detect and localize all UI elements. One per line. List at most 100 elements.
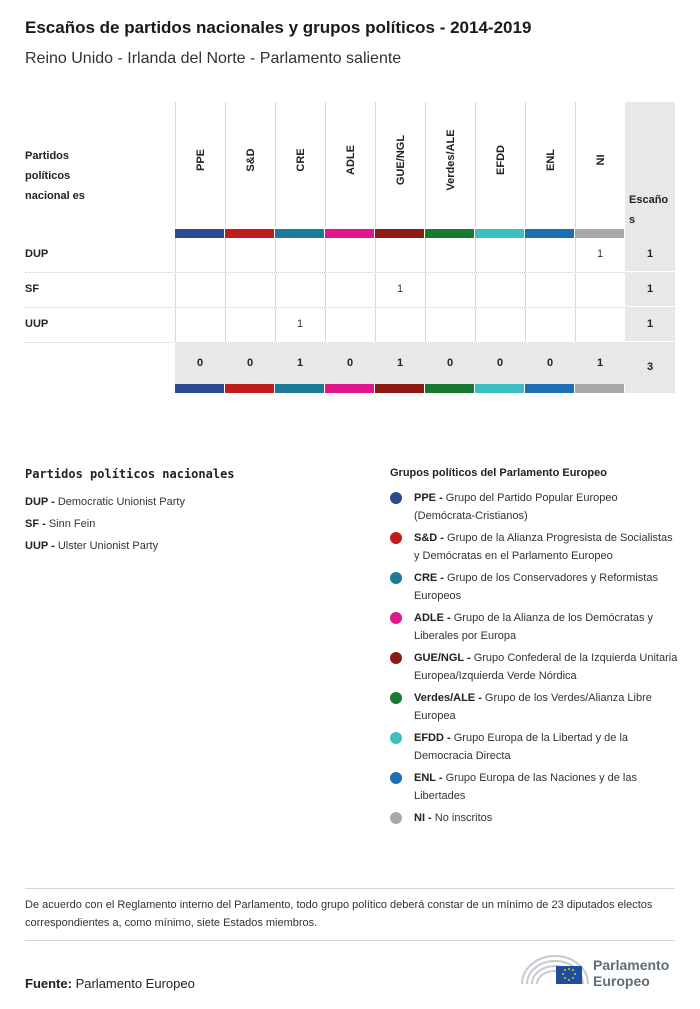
group-color-bar bbox=[175, 229, 224, 238]
group-column-header: PPE bbox=[175, 102, 225, 227]
legend-item: EFDD - Grupo Europa de la Libertad y de … bbox=[390, 729, 680, 765]
legend-item: UUP - Ulster Unionist Party bbox=[25, 535, 355, 557]
logo-text-line1: Parlamento bbox=[593, 957, 670, 973]
seat-count-cell: 1 bbox=[596, 248, 604, 260]
group-total-value: 0 bbox=[496, 357, 504, 369]
legend-name: Grupo de la Alianza Progresista de Socia… bbox=[414, 532, 673, 562]
table-body: DUP 1 1 SF 1 1 UUP 1 1 bbox=[25, 238, 675, 343]
group-color-bar bbox=[425, 229, 474, 238]
legend-abbr: SF - bbox=[25, 518, 46, 530]
legend-abbr: NI - bbox=[414, 812, 432, 824]
group-color-bar bbox=[175, 384, 224, 393]
column-divider bbox=[475, 273, 476, 307]
column-divider bbox=[175, 238, 176, 272]
group-column-header: ADLE bbox=[325, 102, 375, 227]
divider bbox=[25, 940, 675, 941]
group-color-bar bbox=[425, 384, 474, 393]
column-divider bbox=[325, 308, 326, 342]
row-seats-value: 1 bbox=[646, 318, 654, 330]
group-color-bar bbox=[575, 229, 624, 238]
group-column-label: NI bbox=[594, 154, 607, 166]
totals-row: 3 0 0 1 0 1 0 0 0 1 bbox=[25, 343, 675, 393]
legend-name: Grupo de los Conservadores y Reformistas… bbox=[414, 572, 658, 602]
party-label: DUP bbox=[25, 248, 49, 260]
group-column-label: PPE bbox=[194, 148, 207, 172]
column-divider bbox=[225, 238, 226, 272]
group-color-bar bbox=[525, 384, 574, 393]
color-dot-icon bbox=[390, 612, 402, 624]
column-divider bbox=[375, 308, 376, 342]
color-dot-icon bbox=[390, 732, 402, 744]
legend-item: PPE - Grupo del Partido Popular Europeo … bbox=[390, 489, 680, 525]
group-total-value: 0 bbox=[196, 357, 204, 369]
color-dot-icon bbox=[390, 492, 402, 504]
column-divider bbox=[575, 238, 576, 272]
row-seats-value: 1 bbox=[646, 248, 654, 260]
legend-name: Sinn Fein bbox=[48, 518, 96, 530]
legend-abbr: ENL - bbox=[414, 772, 443, 784]
groups-legend: Grupos políticos del Parlamento Europeo … bbox=[390, 467, 680, 831]
column-divider bbox=[425, 238, 426, 272]
group-color-bar bbox=[275, 384, 324, 393]
seat-count-cell: 1 bbox=[296, 318, 304, 330]
party-label: SF bbox=[25, 283, 40, 295]
total-seats-value: 3 bbox=[646, 361, 654, 373]
group-total-value: 0 bbox=[246, 357, 254, 369]
group-color-bar bbox=[525, 229, 574, 238]
column-divider bbox=[375, 273, 376, 307]
group-total-value: 1 bbox=[296, 357, 304, 369]
column-divider bbox=[275, 238, 276, 272]
color-dot-icon bbox=[390, 532, 402, 544]
group-column-header: CRE bbox=[275, 102, 325, 227]
table-header-row: Partidos políticos nacional es Escaño s … bbox=[25, 102, 675, 238]
group-column-header: NI bbox=[575, 102, 625, 227]
column-divider bbox=[525, 238, 526, 272]
legend-abbr: ADLE - bbox=[414, 612, 451, 624]
group-color-bar bbox=[475, 229, 524, 238]
column-divider bbox=[375, 238, 376, 272]
source-value: Parlamento Europeo bbox=[75, 976, 195, 991]
row-seats-cell: 1 bbox=[625, 308, 675, 342]
page-subtitle: Reino Unido - Irlanda del Norte - Parlam… bbox=[25, 50, 402, 67]
source-label: Fuente: bbox=[25, 976, 72, 991]
group-color-bar bbox=[225, 384, 274, 393]
seat-count-cell: 1 bbox=[396, 283, 404, 295]
column-divider bbox=[225, 308, 226, 342]
divider bbox=[25, 888, 675, 889]
party-label: UUP bbox=[25, 318, 49, 330]
legend-name: Grupo de los Verdes/Alianza Libre Europe… bbox=[414, 692, 652, 722]
legend-item: DUP - Democratic Unionist Party bbox=[25, 491, 355, 513]
group-color-bar bbox=[275, 229, 324, 238]
legend-name: Grupo de la Alianza de los Demócratas y … bbox=[414, 612, 654, 642]
color-dot-icon bbox=[390, 572, 402, 584]
legend-name: Grupo Europa de las Naciones y de las Li… bbox=[414, 772, 637, 802]
legend-name: Grupo Europa de la Libertad y de la Demo… bbox=[414, 732, 629, 762]
color-dot-icon bbox=[390, 692, 402, 704]
column-divider bbox=[275, 273, 276, 307]
table-row: UUP 1 1 bbox=[25, 308, 675, 343]
group-column-header: ENL bbox=[525, 102, 575, 227]
national-legend-heading: Partidos políticos nacionales bbox=[25, 467, 235, 481]
group-column-label: EFDD bbox=[494, 145, 507, 175]
legend-name: No inscritos bbox=[434, 812, 493, 824]
table-row: SF 1 1 bbox=[25, 273, 675, 308]
parliament-logo: Parlamento Europeo bbox=[520, 950, 680, 990]
group-column-header: Verdes/ALE bbox=[425, 102, 475, 227]
legend-abbr: Verdes/ALE - bbox=[414, 692, 482, 704]
column-divider bbox=[425, 308, 426, 342]
legend-abbr: PPE - bbox=[414, 492, 443, 504]
groups-legend-heading: Grupos políticos del Parlamento Europeo bbox=[390, 467, 607, 479]
legend-item: CRE - Grupo de los Conservadores y Refor… bbox=[390, 569, 680, 605]
group-total-value: 0 bbox=[446, 357, 454, 369]
column-divider bbox=[175, 273, 176, 307]
column-divider bbox=[325, 273, 326, 307]
group-column-header: S&D bbox=[225, 102, 275, 227]
seats-table: Partidos políticos nacional es Escaño s … bbox=[25, 102, 675, 393]
column-divider bbox=[225, 273, 226, 307]
group-color-bar bbox=[325, 384, 374, 393]
legend-name: Grupo del Partido Popular Europeo (Demóc… bbox=[414, 492, 618, 522]
group-column-header: EFDD bbox=[475, 102, 525, 227]
legend-abbr: EFDD - bbox=[414, 732, 451, 744]
group-column-label: ADLE bbox=[344, 145, 357, 175]
legend-name: Ulster Unionist Party bbox=[57, 540, 159, 552]
